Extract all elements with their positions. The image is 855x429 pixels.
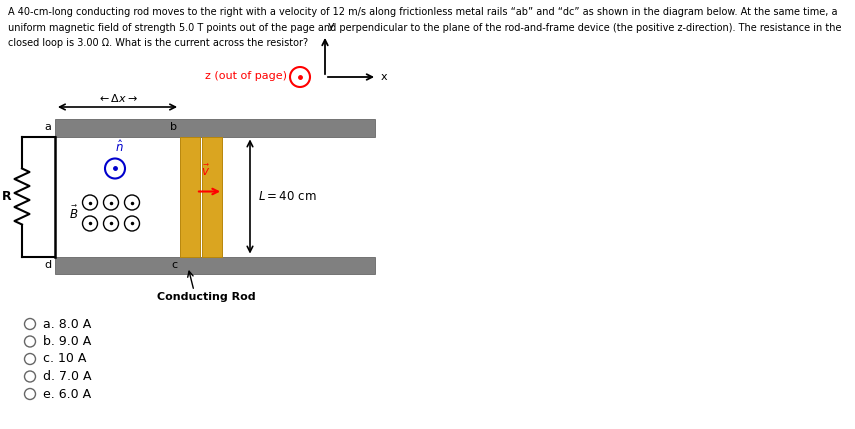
- Text: $\leftarrow \Delta x \rightarrow$: $\leftarrow \Delta x \rightarrow$: [97, 92, 138, 104]
- Text: $\hat{n}$: $\hat{n}$: [115, 139, 123, 155]
- Bar: [55, 257, 375, 274]
- Text: A 40-cm-long conducting rod moves to the right with a velocity of 12 m/s along f: A 40-cm-long conducting rod moves to the…: [8, 7, 838, 17]
- Text: d: d: [44, 260, 51, 271]
- Text: uniform magnetic field of strength 5.0 T points out of the page and perpendicula: uniform magnetic field of strength 5.0 T…: [8, 22, 841, 33]
- Text: b: b: [170, 123, 177, 133]
- Text: c. 10 A: c. 10 A: [43, 353, 86, 366]
- Bar: [202, 136, 222, 257]
- Text: e. 6.0 A: e. 6.0 A: [43, 387, 91, 401]
- Text: b. 9.0 A: b. 9.0 A: [43, 335, 91, 348]
- Text: $L = 40$ cm: $L = 40$ cm: [258, 190, 316, 203]
- Text: Conducting Rod: Conducting Rod: [156, 292, 256, 302]
- Text: d. 7.0 A: d. 7.0 A: [43, 370, 91, 383]
- Text: $\vec{B}$: $\vec{B}$: [69, 205, 79, 221]
- Text: closed loop is 3.00 Ω. What is the current across the resistor?: closed loop is 3.00 Ω. What is the curre…: [8, 38, 308, 48]
- Text: z (out of page): z (out of page): [205, 71, 287, 81]
- Text: x: x: [381, 72, 387, 82]
- Bar: [180, 136, 200, 257]
- Text: y: y: [328, 21, 334, 31]
- Bar: [55, 136, 375, 257]
- Bar: [55, 119, 375, 136]
- Text: a: a: [44, 123, 51, 133]
- Text: R: R: [3, 190, 12, 203]
- Text: c: c: [171, 260, 177, 271]
- Text: $\vec{v}$: $\vec{v}$: [202, 164, 210, 179]
- Text: a. 8.0 A: a. 8.0 A: [43, 317, 91, 330]
